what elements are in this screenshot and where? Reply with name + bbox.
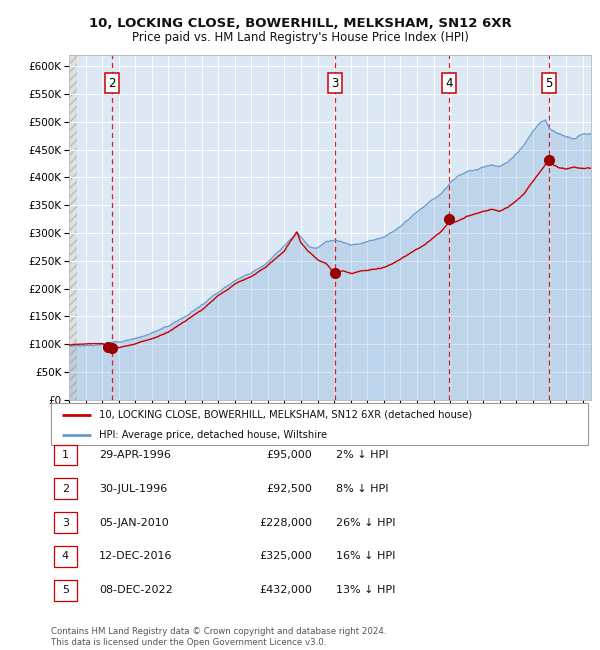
Text: £92,500: £92,500 <box>266 484 312 494</box>
Text: 2% ↓ HPI: 2% ↓ HPI <box>336 450 389 460</box>
Text: 3: 3 <box>62 517 69 528</box>
Text: £228,000: £228,000 <box>259 517 312 528</box>
Text: 12-DEC-2016: 12-DEC-2016 <box>99 551 173 562</box>
Text: 5: 5 <box>545 77 552 90</box>
Text: £325,000: £325,000 <box>259 551 312 562</box>
Text: 3: 3 <box>331 77 338 90</box>
Text: 4: 4 <box>446 77 453 90</box>
Text: 4: 4 <box>62 551 69 562</box>
Text: HPI: Average price, detached house, Wiltshire: HPI: Average price, detached house, Wilt… <box>100 430 328 439</box>
FancyBboxPatch shape <box>51 403 588 445</box>
Text: Contains HM Land Registry data © Crown copyright and database right 2024.
This d: Contains HM Land Registry data © Crown c… <box>51 627 386 647</box>
Text: 10, LOCKING CLOSE, BOWERHILL, MELKSHAM, SN12 6XR (detached house): 10, LOCKING CLOSE, BOWERHILL, MELKSHAM, … <box>100 410 472 420</box>
Text: 10, LOCKING CLOSE, BOWERHILL, MELKSHAM, SN12 6XR: 10, LOCKING CLOSE, BOWERHILL, MELKSHAM, … <box>89 17 511 30</box>
Text: 26% ↓ HPI: 26% ↓ HPI <box>336 517 395 528</box>
Text: 2: 2 <box>62 484 69 494</box>
Text: 30-JUL-1996: 30-JUL-1996 <box>99 484 167 494</box>
Text: 16% ↓ HPI: 16% ↓ HPI <box>336 551 395 562</box>
Text: 13% ↓ HPI: 13% ↓ HPI <box>336 585 395 595</box>
Text: £432,000: £432,000 <box>259 585 312 595</box>
Text: 8% ↓ HPI: 8% ↓ HPI <box>336 484 389 494</box>
Text: 1: 1 <box>62 450 69 460</box>
Text: 05-JAN-2010: 05-JAN-2010 <box>99 517 169 528</box>
Text: 5: 5 <box>62 585 69 595</box>
Text: Price paid vs. HM Land Registry's House Price Index (HPI): Price paid vs. HM Land Registry's House … <box>131 31 469 44</box>
Text: 08-DEC-2022: 08-DEC-2022 <box>99 585 173 595</box>
Text: £95,000: £95,000 <box>266 450 312 460</box>
Text: 29-APR-1996: 29-APR-1996 <box>99 450 171 460</box>
Text: 2: 2 <box>108 77 116 90</box>
